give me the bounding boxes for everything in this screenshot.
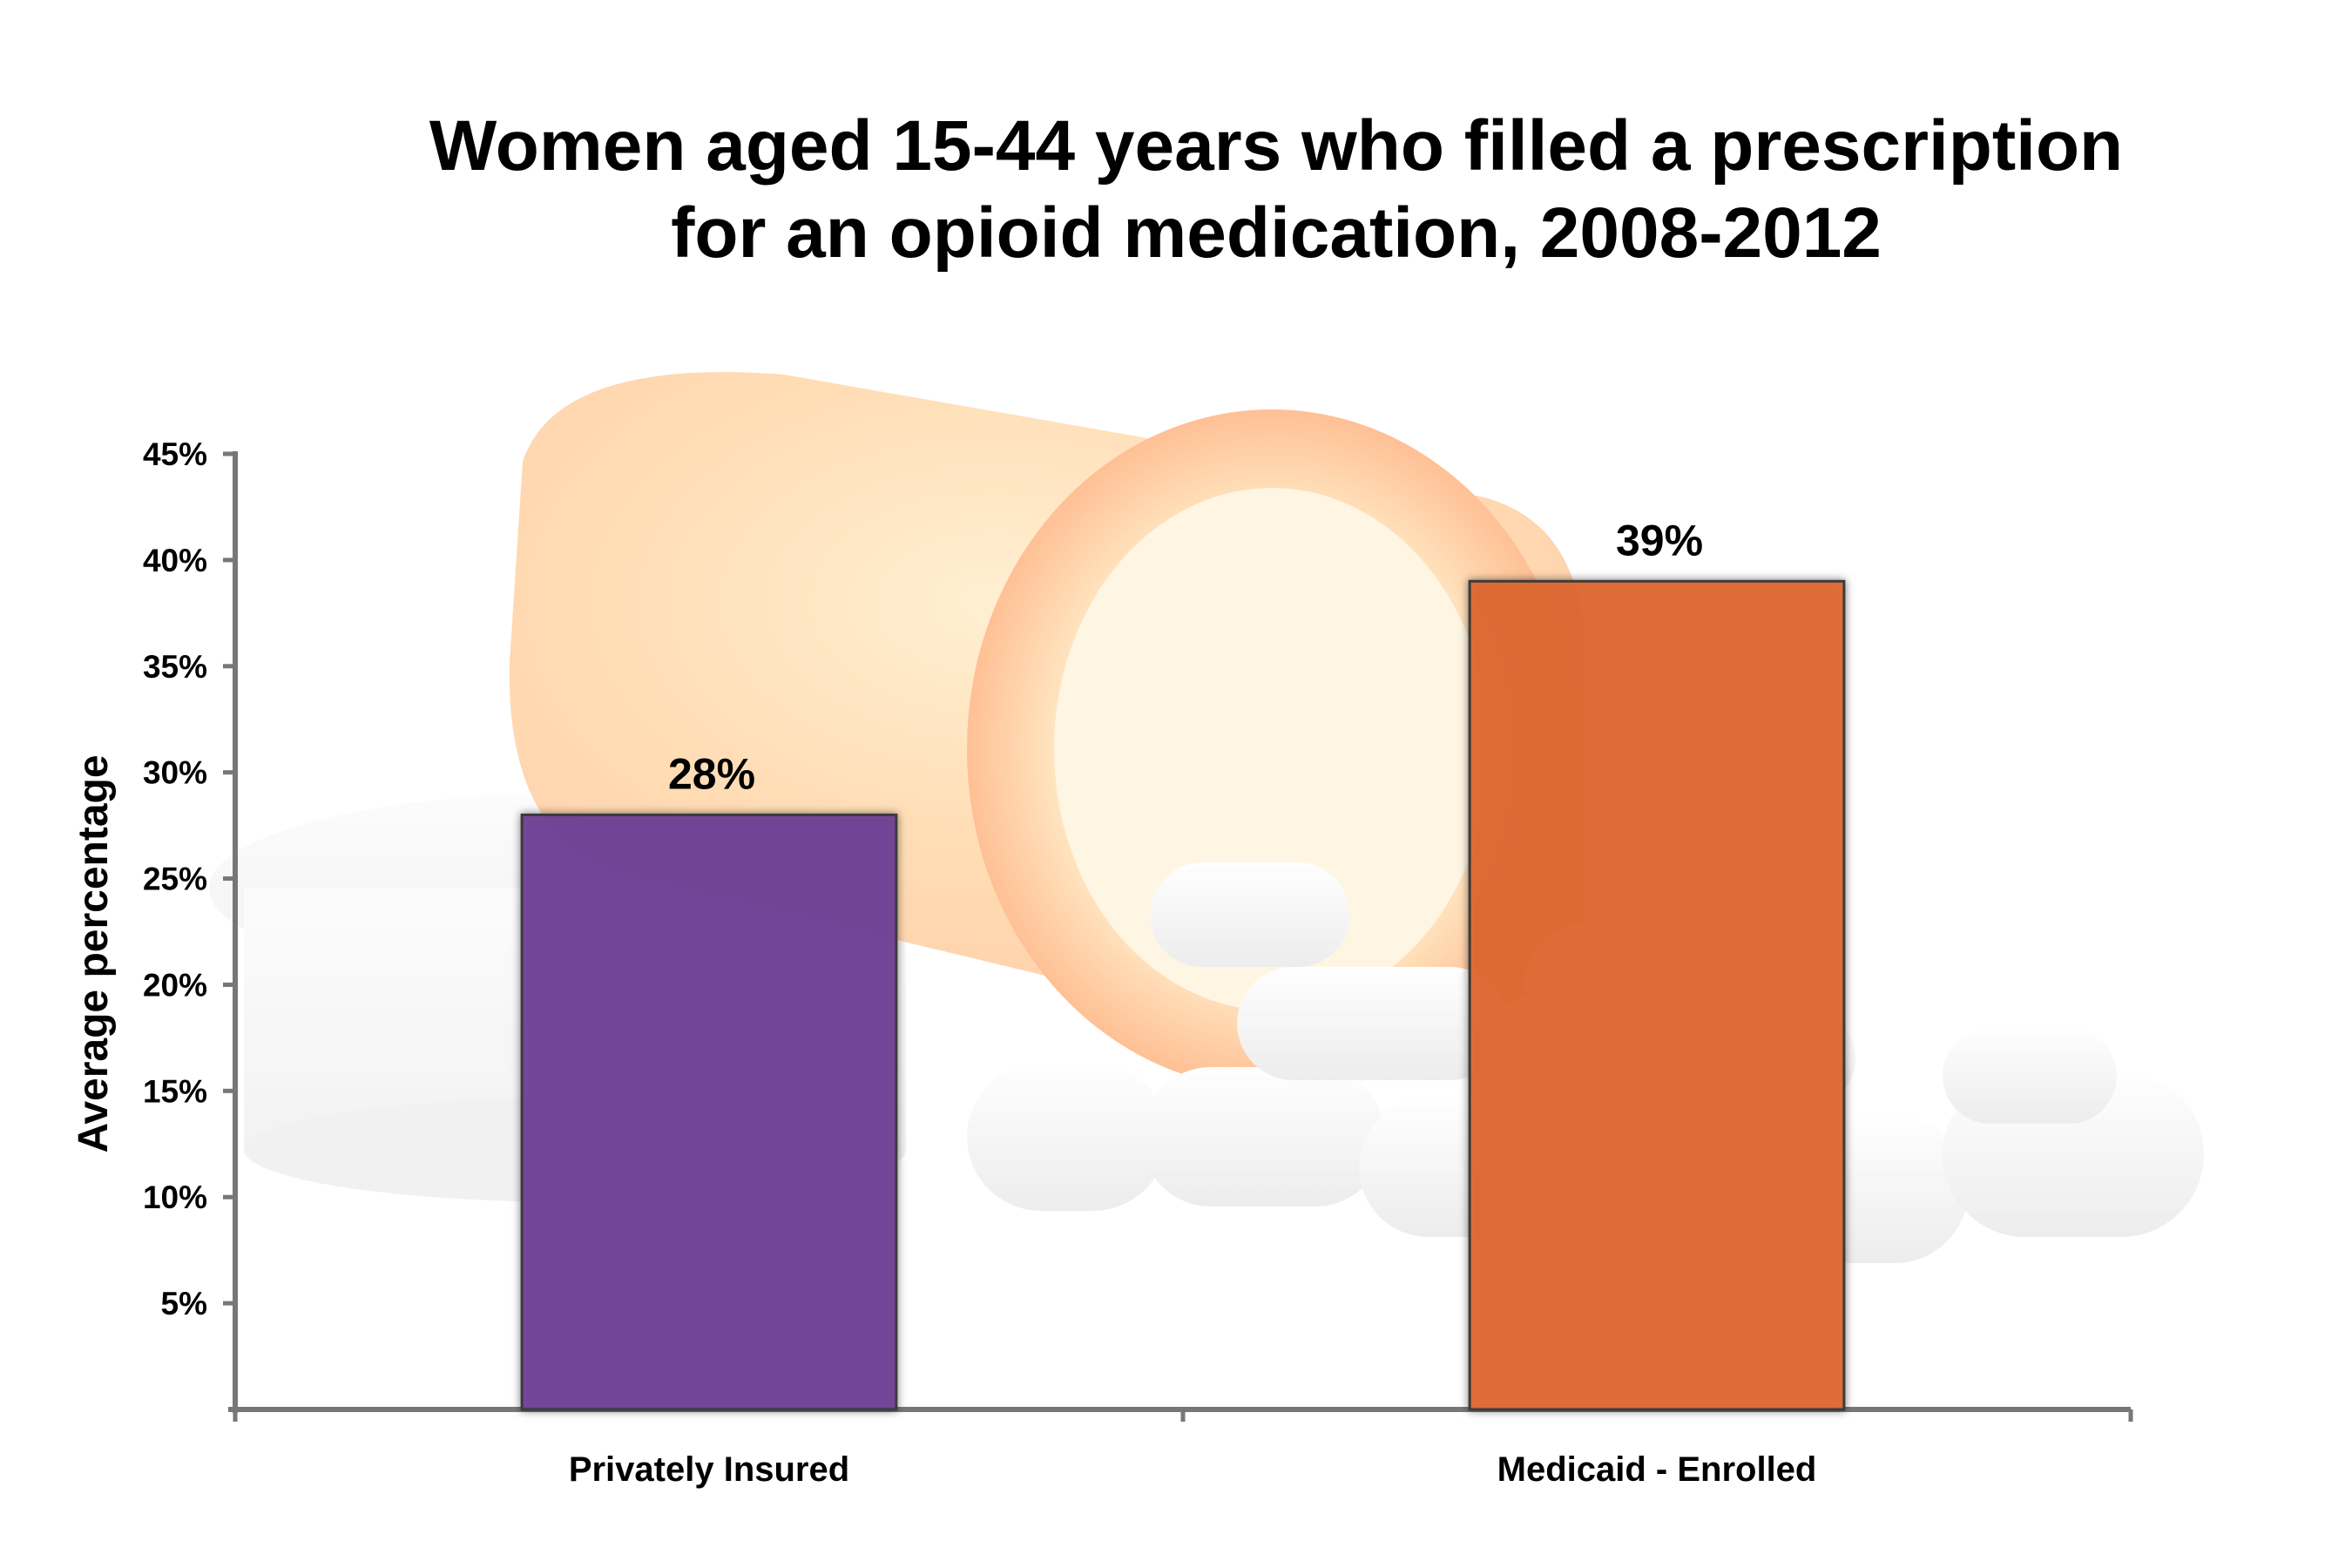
y-tick-label: 20% [143, 967, 207, 1003]
y-tick-label: 5% [161, 1286, 207, 1321]
bar [1468, 579, 1846, 1411]
category-label: Privately Insured [569, 1450, 849, 1489]
bar [520, 813, 898, 1411]
y-axis-label: Average percentage [71, 754, 117, 1152]
y-tick-label: 15% [143, 1073, 207, 1109]
data-label: 28% [668, 749, 755, 798]
y-tick-label: 35% [143, 649, 207, 685]
y-tick-label: 45% [143, 436, 207, 472]
category-labels: Privately Insured Medicaid - Enrolled [569, 1450, 1817, 1489]
y-ticks: 5% 10% 15% 20% 25% 30% 35% 40% 45% [143, 436, 235, 1321]
data-labels: 28% 39% [668, 516, 1703, 798]
data-label: 39% [1616, 516, 1703, 564]
chart-title-line-2: for an opioid medication, 2008-2012 [671, 193, 1882, 273]
y-tick-label: 25% [143, 862, 207, 897]
chart-title-line-1: Women aged 15-44 years who filled a pres… [429, 106, 2123, 186]
y-tick-label: 40% [143, 543, 207, 578]
x-ticks [233, 1409, 2133, 1422]
y-tick-label: 30% [143, 755, 207, 791]
category-label: Medicaid - Enrolled [1497, 1450, 1817, 1489]
bars [520, 579, 1846, 1411]
y-tick-label: 10% [143, 1179, 207, 1215]
